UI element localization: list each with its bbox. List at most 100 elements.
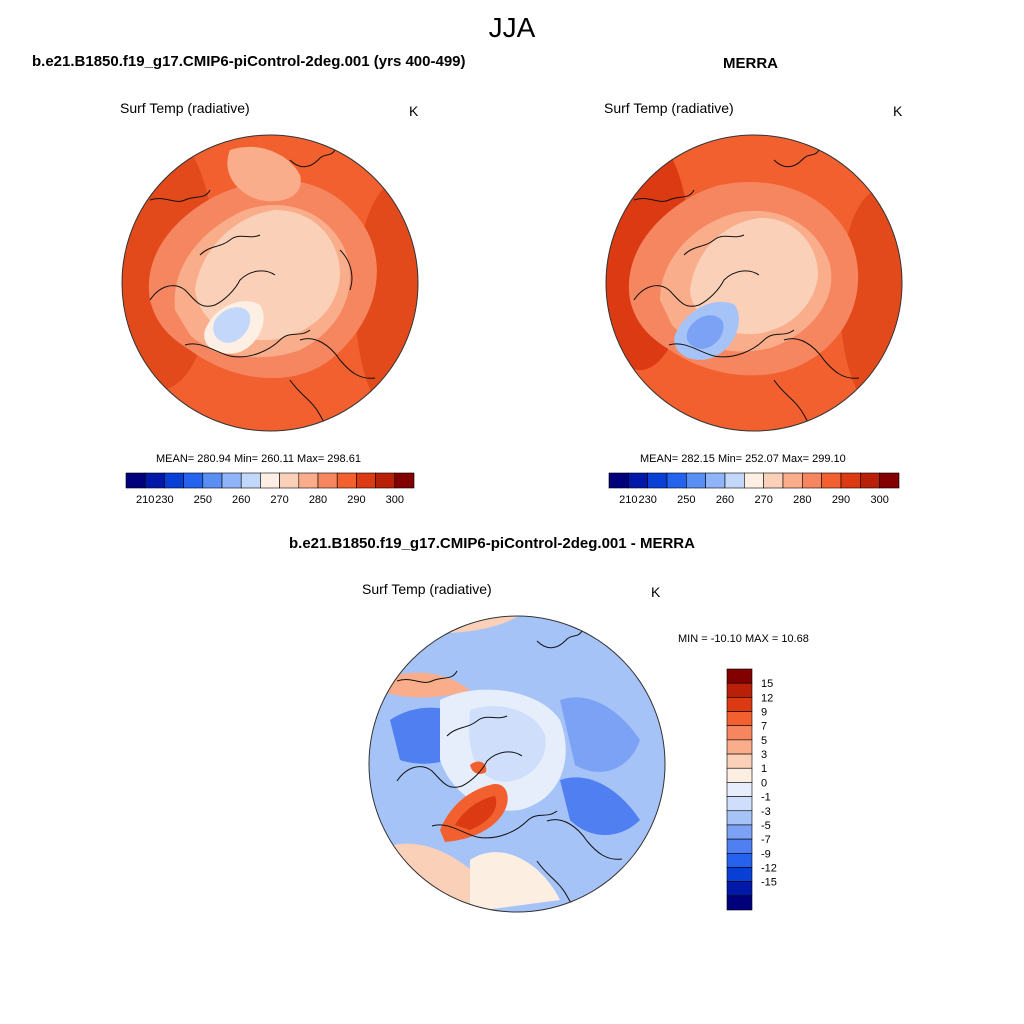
right-panel-stats: MEAN= 282.15 Min= 252.07 Max= 299.10 [640,453,846,465]
colorbar-box [356,472,376,489]
diff-panel-stats: MIN = -10.10 MAX = 10.68 [678,633,809,645]
colorbar-box [628,472,648,489]
diff-map [369,616,665,912]
colorbar-box [726,711,753,727]
colorbar-box [726,895,753,911]
colorbar-tick-label: 12 [761,692,773,704]
colorbar-box [726,881,753,897]
colorbar-box [726,753,753,769]
colorbar-box [125,472,146,489]
colorbar-box [821,472,842,489]
colorbar-tick-label: 270 [754,494,772,506]
diff-colorbar: 15 12 9 7 5 3 1 0 -1 -3 -5 -7 -9 -12 -15 [726,668,777,911]
diff-panel-variable: Surf Temp (radiative) [362,581,492,597]
colorbar-box [164,472,184,489]
colorbar-box [317,472,338,489]
colorbar-tick-label: -3 [761,806,771,818]
left-panel-title: b.e21.B1850.f19_g17.CMIP6-piControl-2deg… [32,53,466,70]
left-panel-units: K [409,103,419,119]
colorbar-tick-label: -1 [761,792,771,804]
right-map [606,135,902,431]
colorbar-tick-label: 260 [232,494,250,506]
colorbar-box [744,472,764,489]
colorbar-tick-label: 290 [832,494,850,506]
colorbar-box [608,472,629,489]
left-panel-stats: MEAN= 280.94 Min= 260.11 Max= 298.61 [156,453,361,465]
right-panel-title: MERRA [723,55,778,72]
right-panel-units: K [893,103,903,119]
colorbar-box [726,725,753,741]
left-map [122,135,418,431]
colorbar-box [726,682,753,698]
colorbar-tick-label: -12 [761,862,777,874]
colorbar-box [840,472,861,489]
colorbar-box [726,796,753,812]
colorbar-tick-label: 230 [638,494,656,506]
colorbar-box [724,472,745,489]
colorbar-tick-label: 270 [270,494,288,506]
colorbar-box [260,472,280,489]
colorbar-tick-label: 9 [761,707,767,719]
right-coastlines [633,149,860,429]
colorbar-tick-label: 210 [619,494,637,506]
colorbar-box [879,472,900,489]
colorbar-box [221,472,242,489]
right-panel-variable: Surf Temp (radiative) [604,100,734,116]
colorbar-box [202,472,223,489]
right-map-border [605,134,903,432]
colorbar-box [666,472,687,489]
colorbar-tick-label: 5 [761,735,767,747]
diff-panel-title: b.e21.B1850.f19_g17.CMIP6-piControl-2deg… [289,535,695,552]
colorbar-box [726,824,753,840]
colorbar-tick-label: -5 [761,820,771,832]
colorbar-tick-label: 280 [793,494,811,506]
colorbar-box [726,668,753,684]
colorbar-box [726,867,753,882]
colorbar-box [860,472,880,489]
colorbar-box [802,472,822,489]
colorbar-tick-label: 280 [309,494,327,506]
colorbar-tick-label: -9 [761,848,771,860]
colorbar-box [375,472,396,489]
diff-map-border [368,615,666,913]
colorbar-box [279,472,300,489]
colorbar-tick-label: -15 [761,877,777,889]
colorbar-tick-label: 1 [761,763,767,775]
colorbar-tick-label: 3 [761,749,767,761]
colorbar-box [394,472,415,489]
colorbar-tick-label: 250 [677,494,695,506]
colorbar-tick-label: 0 [761,777,767,789]
colorbar-box [726,782,753,797]
colorbar-box [144,472,165,489]
left-panel-variable: Surf Temp (radiative) [120,100,250,116]
colorbar-box [298,472,319,489]
left-colorbar: 210 230 250 260 270 280 290 300 [125,472,415,506]
colorbar-box [647,472,668,489]
right-colorbar: 210 230 250 260 270 280 290 300 [608,472,900,506]
colorbar-box [726,810,753,826]
colorbar-box [183,472,204,489]
left-map-border [121,134,419,432]
colorbar-tick-label: -7 [761,834,771,846]
colorbar-tick-label: 7 [761,721,767,733]
colorbar-tick-label: 210 [136,494,154,506]
colorbar-box [726,767,753,783]
colorbar-tick-label: 300 [386,494,404,506]
colorbar-box [336,472,357,489]
colorbar-tick-label: 300 [870,494,888,506]
colorbar-tick-label: 250 [194,494,212,506]
colorbar-box [686,472,706,489]
colorbar-box [726,838,753,854]
colorbar-box [782,472,803,489]
colorbar-box [726,739,753,755]
season-title: JJA [488,12,536,43]
colorbar-tick-label: 15 [761,678,773,690]
colorbar-tick-label: 290 [347,494,365,506]
colorbar-tick-label: 230 [155,494,173,506]
colorbar-box [726,697,753,712]
colorbar-box [705,472,726,489]
colorbar-box [763,472,784,489]
diff-panel-units: K [651,584,661,600]
colorbar-box [240,472,261,489]
